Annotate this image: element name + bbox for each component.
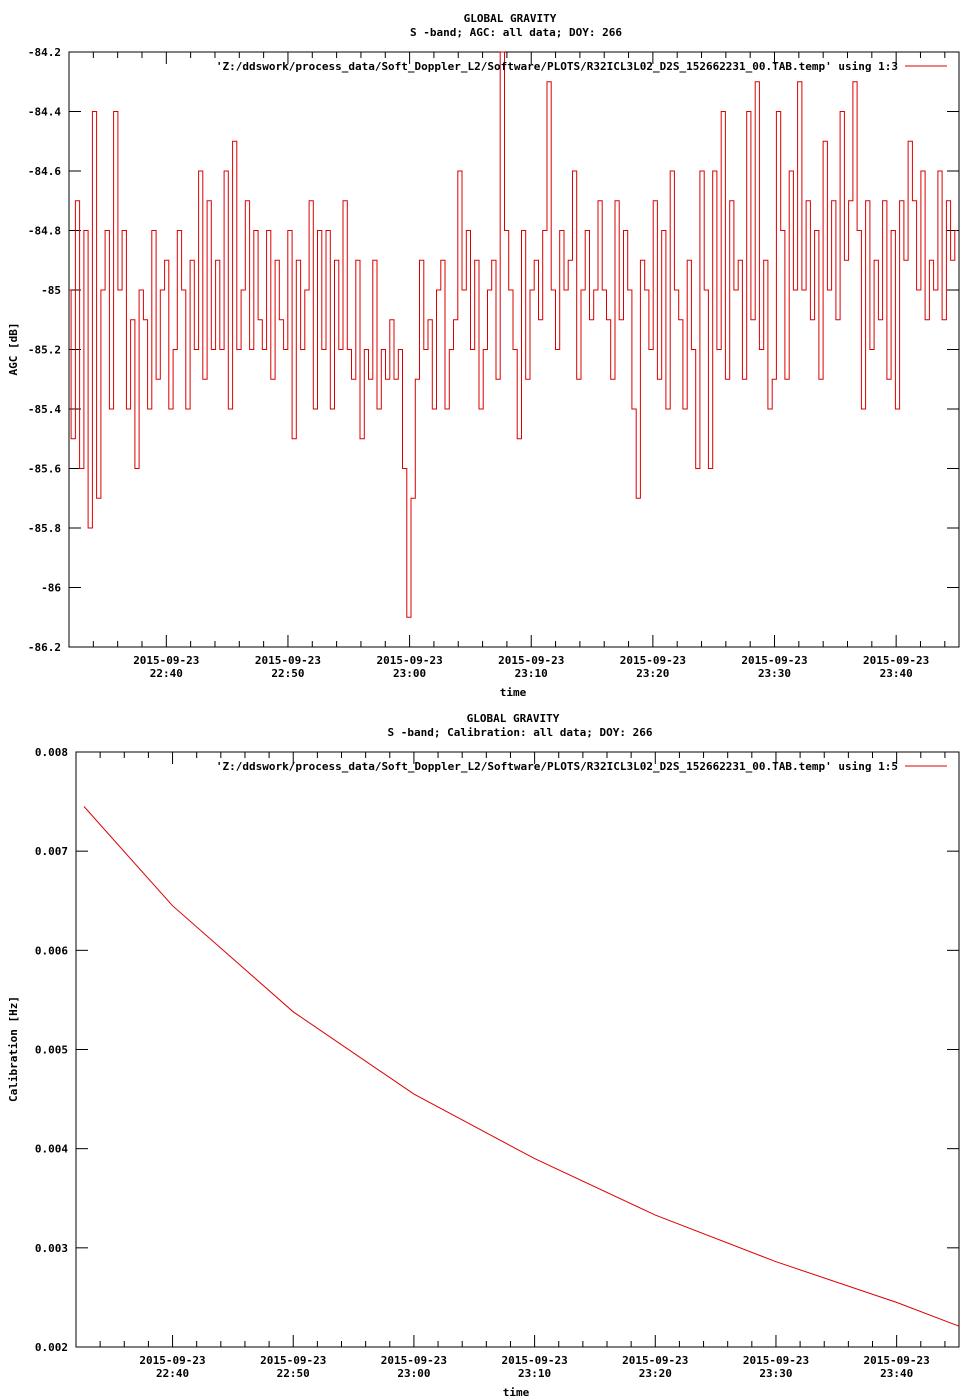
agc-chart-y-tick-label: -84.6	[28, 165, 61, 178]
calibration-chart-x-tick-time: 23:00	[397, 1367, 430, 1380]
calibration-chart-x-tick-time: 22:50	[277, 1367, 310, 1380]
agc-chart-y-tick-label: -86.2	[28, 641, 61, 654]
calibration-chart-plot-frame	[75, 751, 960, 1348]
agc-chart-x-tick-date: 2015-09-23	[376, 654, 442, 667]
agc-chart-y-tick-label: -84.8	[28, 225, 61, 238]
calibration-chart-x-tick-time: 23:20	[639, 1367, 672, 1380]
calibration-chart-y-axis-label: Calibration [Hz]	[7, 996, 20, 1102]
agc-chart-y-tick-label: -84.2	[28, 46, 61, 59]
calibration-chart-x-tick-time: 23:30	[759, 1367, 792, 1380]
agc-chart-x-tick-date: 2015-09-23	[863, 654, 929, 667]
calibration-chart-legend: 'Z:/ddswork/process_data/Soft_Doppler_L2…	[216, 760, 947, 773]
calibration-chart-x-tick-time: 23:10	[518, 1367, 551, 1380]
calibration-chart-x-tick-date: 2015-09-23	[139, 1354, 205, 1367]
agc-chart-x-tick-date: 2015-09-23	[255, 654, 321, 667]
agc-chart-x-tick-time: 23:30	[758, 667, 791, 680]
agc-chart-y-tick-label: -85.4	[28, 403, 61, 416]
agc-chart-y-tick-label: -85.8	[28, 522, 61, 535]
agc-chart-x-tick-date: 2015-09-23	[498, 654, 564, 667]
agc-chart-x-ticks: 2015-09-2322:402015-09-2322:502015-09-23…	[68, 52, 946, 680]
calibration-chart-x-tick-date: 2015-09-23	[501, 1354, 567, 1367]
agc-chart-x-tick-time: 23:40	[880, 667, 913, 680]
agc-chart-legend: 'Z:/ddswork/process_data/Soft_Doppler_L2…	[216, 60, 947, 73]
agc-chart-x-tick-date: 2015-09-23	[620, 654, 686, 667]
agc-chart-x-tick-time: 23:00	[393, 667, 426, 680]
agc-chart-x-tick-time: 23:10	[515, 667, 548, 680]
calibration-chart-legend-label: 'Z:/ddswork/process_data/Soft_Doppler_L2…	[216, 760, 898, 773]
agc-chart-y-ticks: -84.2 -84.4 -84.6 -84.8 -85 -85.2 -85.4 -85.6 -8…	[28, 46, 959, 654]
agc-chart-x-axis-label: time	[500, 686, 527, 699]
agc-chart-legend-label: 'Z:/ddswork/process_data/Soft_Doppler_L2…	[216, 60, 898, 73]
agc-chart-x-tick-time: 23:20	[636, 667, 669, 680]
calibration-chart-y-tick-label: 0.004	[35, 1143, 68, 1156]
calibration-chart-subtitle: S -band; Calibration: all data; DOY: 266	[388, 726, 653, 739]
calibration-chart-title: GLOBAL GRAVITY	[467, 712, 560, 725]
calibration-chart-x-tick-date: 2015-09-23	[622, 1354, 688, 1367]
calibration-chart-x-tick-date: 2015-09-23	[864, 1354, 930, 1367]
calibration-chart-svg: GLOBAL GRAVITY S -band; Calibration: all…	[7, 712, 960, 1399]
agc-chart-x-tick-time: 22:50	[271, 667, 304, 680]
calibration-chart-x-axis-label: time	[503, 1386, 530, 1399]
agc-chart-y-tick-label: -85.2	[28, 344, 61, 357]
agc-chart-y-tick-label: -85	[41, 284, 61, 297]
calibration-chart-y-tick-label: 0.003	[35, 1242, 68, 1255]
calibration-chart-series-line	[83, 806, 960, 1327]
agc-chart-y-tick-label: -84.4	[28, 106, 61, 119]
calibration-chart-x-tick-date: 2015-09-23	[260, 1354, 326, 1367]
calibration-chart-x-tick-date: 2015-09-23	[743, 1354, 809, 1367]
calibration-chart-y-tick-label: 0.007	[35, 845, 68, 858]
agc-chart-y-tick-label: -85.6	[28, 463, 61, 476]
calibration-chart-x-ticks: 2015-09-2322:402015-09-2322:502015-09-23…	[75, 752, 946, 1380]
agc-chart-y-axis-label: AGC [dB]	[7, 323, 20, 376]
agc-chart-x-tick-time: 22:40	[150, 667, 183, 680]
calibration-chart-x-tick-date: 2015-09-23	[381, 1354, 447, 1367]
calibration-chart-y-ticks: 0.008 0.007 0.006 0.005 0.004 0.003 0.002	[35, 746, 959, 1354]
agc-chart-title: GLOBAL GRAVITY	[464, 12, 557, 25]
calibration-chart-x-tick-time: 23:40	[880, 1367, 913, 1380]
calibration-chart-series	[83, 806, 960, 1327]
calibration-chart-y-tick-label: 0.005	[35, 1044, 68, 1057]
agc-chart-series-line	[69, 51, 957, 618]
calibration-chart-y-tick-label: 0.008	[35, 746, 68, 759]
agc-chart-subtitle: S -band; AGC: all data; DOY: 266	[410, 26, 622, 39]
agc-chart-y-tick-label: -86	[41, 582, 61, 595]
agc-chart-series	[69, 51, 957, 618]
agc-chart-x-tick-date: 2015-09-23	[741, 654, 807, 667]
agc-chart-svg: GLOBAL GRAVITY S -band; AGC: all data; D…	[7, 12, 960, 699]
agc-chart-x-tick-date: 2015-09-23	[133, 654, 199, 667]
calibration-chart-x-tick-time: 22:40	[156, 1367, 189, 1380]
calibration-chart-y-tick-label: 0.006	[35, 944, 68, 957]
calibration-chart-y-tick-label: 0.002	[35, 1341, 68, 1354]
calibration-chart: GLOBAL GRAVITY S -band; Calibration: all…	[0, 700, 980, 1400]
agc-chart: GLOBAL GRAVITY S -band; AGC: all data; D…	[7, 12, 960, 699]
